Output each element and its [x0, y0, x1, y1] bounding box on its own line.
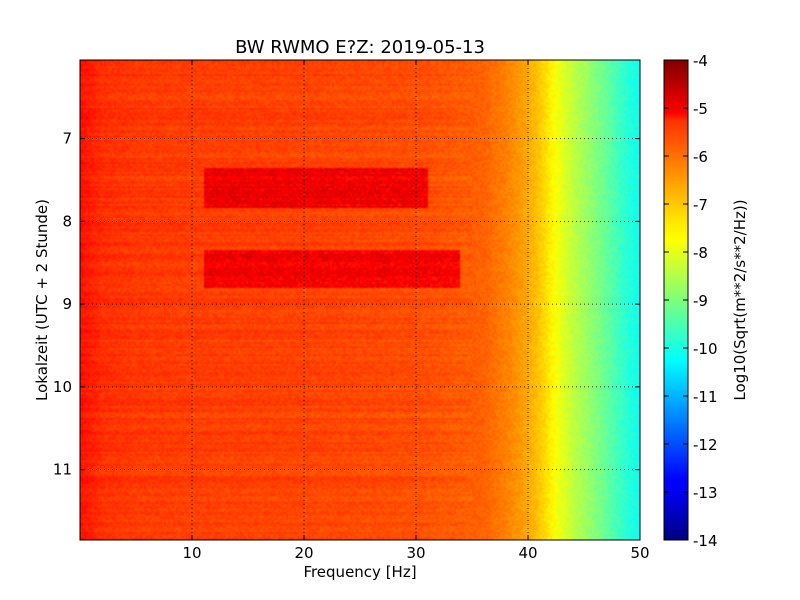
y-tick-label: 8	[62, 212, 72, 230]
y-tick-label: 10	[53, 378, 72, 396]
y-tick-label: 7	[62, 130, 72, 148]
colorbar-tick-label: -13	[693, 484, 718, 502]
x-axis-ticks: 10 20 30 40 50	[182, 60, 650, 562]
y-tick-label: 11	[53, 461, 72, 479]
plot-frame	[79, 59, 641, 541]
colorbar-tick-label: -11	[693, 388, 718, 406]
grid-lines	[80, 60, 640, 540]
y-axis-ticks: 7 8 9 10 11	[53, 130, 640, 479]
colorbar-tick-label: -12	[693, 436, 718, 454]
x-tick-label: 20	[294, 544, 313, 562]
spectrogram-heatmap	[80, 60, 640, 540]
colorbar: -4 -5 -6 -7 -8 -9 -10 -11 -12 -13 -14 Log10(Sqrt(m…	[663, 52, 749, 550]
x-tick-label: 10	[182, 544, 201, 562]
x-tick-label: 40	[518, 544, 537, 562]
y-axis-label: Lokalzeit (UTC + 2 Stunde)	[33, 199, 51, 401]
spectrogram-area	[80, 60, 640, 540]
colorbar-tick-label: -10	[693, 340, 718, 358]
colorbar-ticks: -4 -5 -6 -7 -8 -9 -10 -11 -12 -13 -14	[664, 52, 718, 550]
colorbar-tick-label: -6	[693, 148, 708, 166]
x-tick-label: 30	[406, 544, 425, 562]
colorbar-tick-label: -8	[693, 244, 708, 262]
colorbar-tick-label: -4	[693, 52, 708, 70]
x-tick-label: 50	[630, 544, 649, 562]
y-tick-label: 9	[62, 295, 72, 313]
x-axis-label: Frequency [Hz]	[303, 563, 416, 581]
colorbar-tick-label: -14	[693, 532, 718, 550]
colorbar-tick-label: -7	[693, 196, 708, 214]
chart-title: BW RWMO E?Z: 2019-05-13	[235, 37, 485, 58]
colorbar-label: Log10(Sqrt(m**2/s**2/Hz))	[731, 199, 749, 400]
colorbar-tick-label: -5	[693, 100, 708, 118]
colorbar-tick-label: -9	[693, 292, 708, 310]
